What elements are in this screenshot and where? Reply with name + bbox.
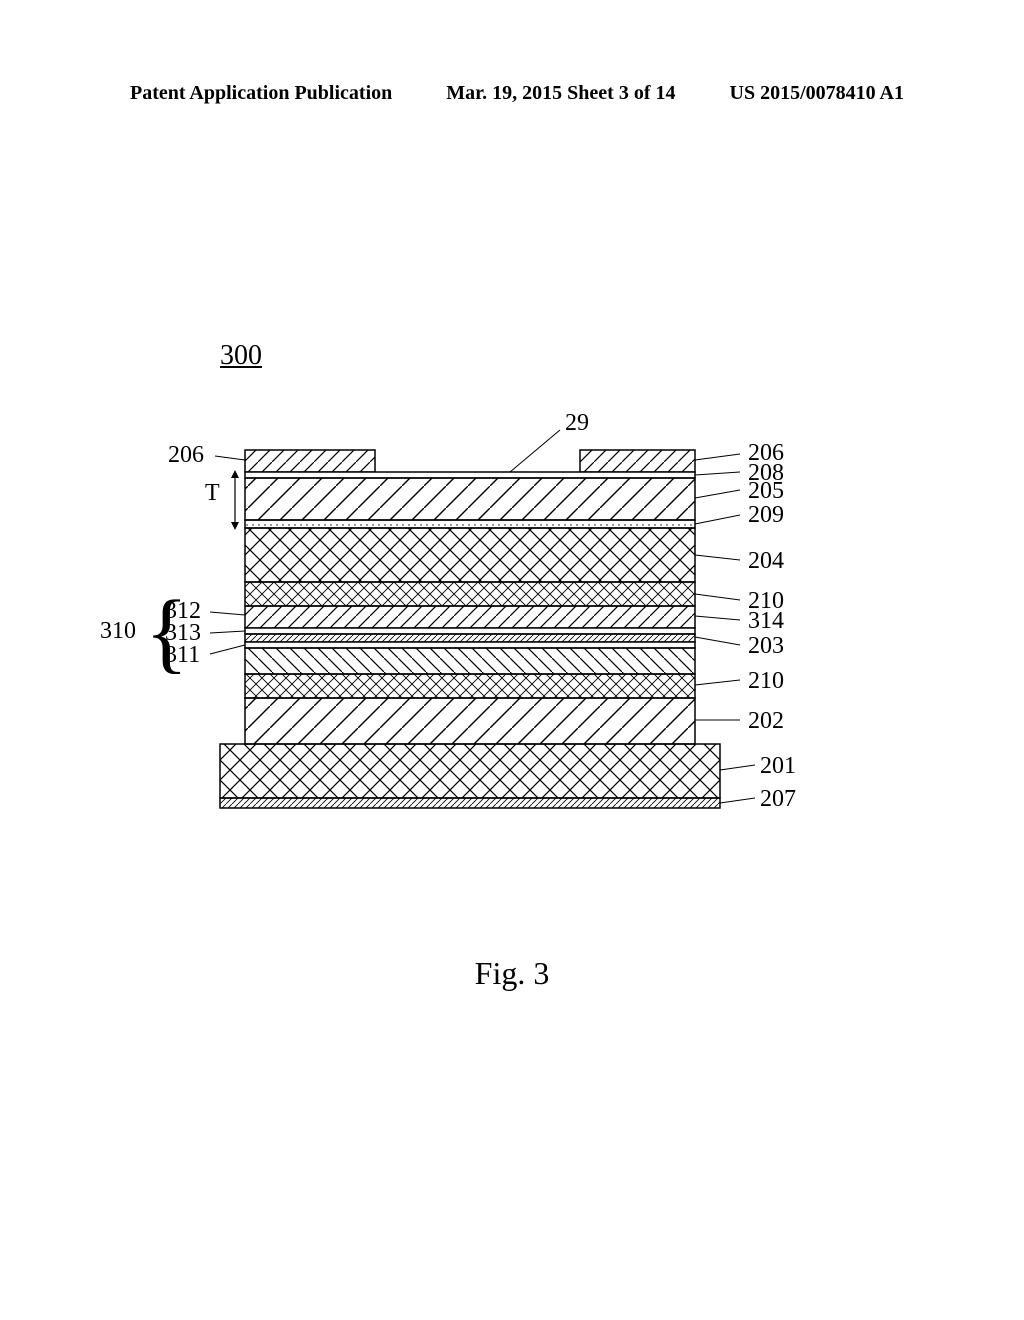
layer-313 xyxy=(245,628,695,634)
label-206-left: 206 xyxy=(168,442,204,469)
header-center: Mar. 19, 2015 Sheet 3 of 14 xyxy=(446,82,675,105)
layer-207 xyxy=(220,798,720,808)
layer-210b-top xyxy=(245,648,695,674)
label-204: 204 xyxy=(748,548,784,575)
layer-202 xyxy=(245,698,695,744)
label-209: 209 xyxy=(748,502,784,529)
label-311: 311 xyxy=(165,642,200,669)
layer-210b xyxy=(245,674,695,698)
header-right: US 2015/0078410 A1 xyxy=(730,82,904,105)
label-203: 203 xyxy=(748,633,784,660)
leader-29 xyxy=(510,430,560,472)
leader-206-left xyxy=(215,456,245,460)
layer-204 xyxy=(245,528,695,582)
layer-209 xyxy=(245,520,695,528)
layer-201 xyxy=(220,744,720,798)
layer-203 xyxy=(245,634,695,642)
label-210b: 210 xyxy=(748,668,784,695)
layer-311 xyxy=(245,642,695,648)
header-left: Patent Application Publication xyxy=(130,82,392,105)
label-202: 202 xyxy=(748,708,784,735)
label-314: 314 xyxy=(748,608,784,635)
leaders-310-group xyxy=(210,612,245,654)
layer-208 xyxy=(245,472,695,478)
layer-314 xyxy=(245,606,695,628)
label-310: 310 xyxy=(100,618,136,645)
layer-205 xyxy=(245,478,695,520)
label-201: 201 xyxy=(760,753,796,780)
figure-caption: Fig. 3 xyxy=(0,955,1024,992)
label-29: 29 xyxy=(565,410,589,437)
figure-container: 29 T 206 { 310 312 313 311 206 208 205 2… xyxy=(160,420,860,900)
label-207: 207 xyxy=(760,786,796,813)
label-205: 205 xyxy=(748,478,784,505)
label-T: T xyxy=(205,480,220,507)
figure-number: 300 xyxy=(220,340,262,372)
page-header: Patent Application Publication Mar. 19, … xyxy=(0,82,1024,105)
layer-206-left xyxy=(245,450,375,472)
dimension-T xyxy=(231,470,239,530)
layer-206-right xyxy=(580,450,695,472)
layer-210a xyxy=(245,582,695,606)
